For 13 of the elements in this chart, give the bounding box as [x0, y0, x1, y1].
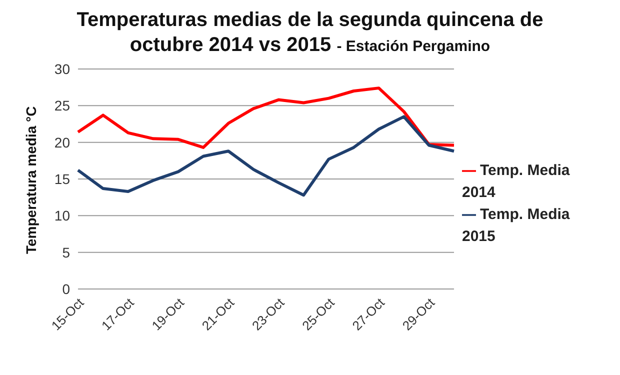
y-tick-label: 0	[62, 280, 70, 297]
y-tick-label: 30	[54, 60, 70, 77]
legend-label: Temp. Media 2014	[462, 162, 570, 201]
y-tick-label: 10	[54, 208, 70, 224]
y-tick-label: 15	[54, 170, 70, 187]
chart-subtitle: - Estación Pergamino	[336, 38, 490, 55]
y-tick-label: 20	[54, 134, 70, 150]
line-series	[76, 115, 456, 197]
y-tick-label: 25	[54, 98, 70, 114]
legend-label: Temp. Media 2015	[462, 206, 570, 245]
y-tick-label: 5	[62, 244, 70, 260]
line-series	[76, 86, 456, 149]
y-axis-title: Temperatura media °C	[22, 106, 39, 254]
